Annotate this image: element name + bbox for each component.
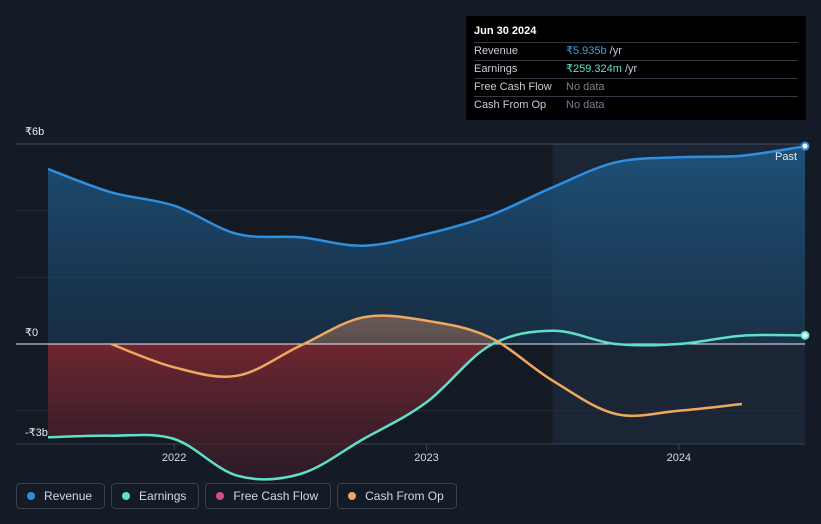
legend-dot-icon: [122, 492, 131, 500]
tooltip-value: ₹259.324m: [566, 63, 622, 75]
past-label: Past: [775, 151, 797, 163]
x-tick-label: 2023: [414, 452, 438, 464]
y-tick-label-top: ₹6b: [25, 126, 44, 138]
cash-from-op-line: [110, 314, 743, 418]
legend-item-earnings[interactable]: Earnings: [111, 483, 200, 509]
revenue-area: [48, 146, 805, 344]
legend-dot-icon: [348, 492, 357, 500]
earnings-end-dot: [800, 330, 810, 340]
legend-label: Earnings: [139, 489, 187, 503]
tooltip-date: Jun 30 2024: [474, 25, 537, 37]
tooltip-label: Revenue: [474, 45, 519, 57]
tooltip-label: Earnings: [474, 63, 518, 75]
cashflow-positive-area: [111, 315, 742, 344]
tooltip-label: Cash From Op: [474, 99, 547, 111]
cashflow-negative-area: [48, 344, 805, 480]
tooltip-row-earnings: Earnings ₹259.324m /yr: [474, 60, 798, 78]
y-tick-label-zero: ₹0: [25, 327, 38, 339]
tooltip-row-cash-from-op: Cash From Op No data: [474, 96, 798, 114]
legend-dot-icon: [27, 492, 35, 500]
legend-label: Revenue: [44, 489, 93, 503]
legend-label: Cash From Op: [365, 489, 444, 503]
tooltip-value: No data: [566, 81, 605, 93]
legend-item-cash-from-op[interactable]: Cash From Op: [337, 483, 457, 509]
legend-label: Free Cash Flow: [233, 489, 319, 503]
y-tick-label-bottom: -₹3b: [25, 427, 48, 439]
tooltip-value: ₹5.935b: [566, 45, 607, 57]
revenue-line: [47, 144, 806, 247]
x-axis: 2022 2023 2024: [162, 444, 691, 464]
legend-dot-icon: [216, 492, 225, 500]
chart-legend: Revenue Earnings Free Cash Flow Cash Fro…: [16, 483, 457, 511]
tooltip-row-revenue: Revenue ₹5.935b /yr: [474, 42, 798, 60]
x-tick-label: 2024: [667, 452, 691, 464]
tooltip-unit: /yr: [609, 45, 622, 57]
data-tooltip: Jun 30 2024 Revenue ₹5.935b /yr Earnings…: [466, 16, 806, 120]
tooltip-label: Free Cash Flow: [474, 81, 552, 93]
tooltip-row-free-cash-flow: Free Cash Flow No data: [474, 78, 798, 96]
legend-item-revenue[interactable]: Revenue: [16, 483, 106, 509]
tooltip-unit: /yr: [624, 63, 638, 75]
legend-item-free-cash-flow[interactable]: Free Cash Flow: [205, 483, 332, 509]
x-tick-label: 2022: [162, 452, 186, 464]
tooltip-value: No data: [566, 99, 605, 111]
revenue-end-dot: [800, 141, 810, 151]
earnings-line: [47, 329, 806, 481]
